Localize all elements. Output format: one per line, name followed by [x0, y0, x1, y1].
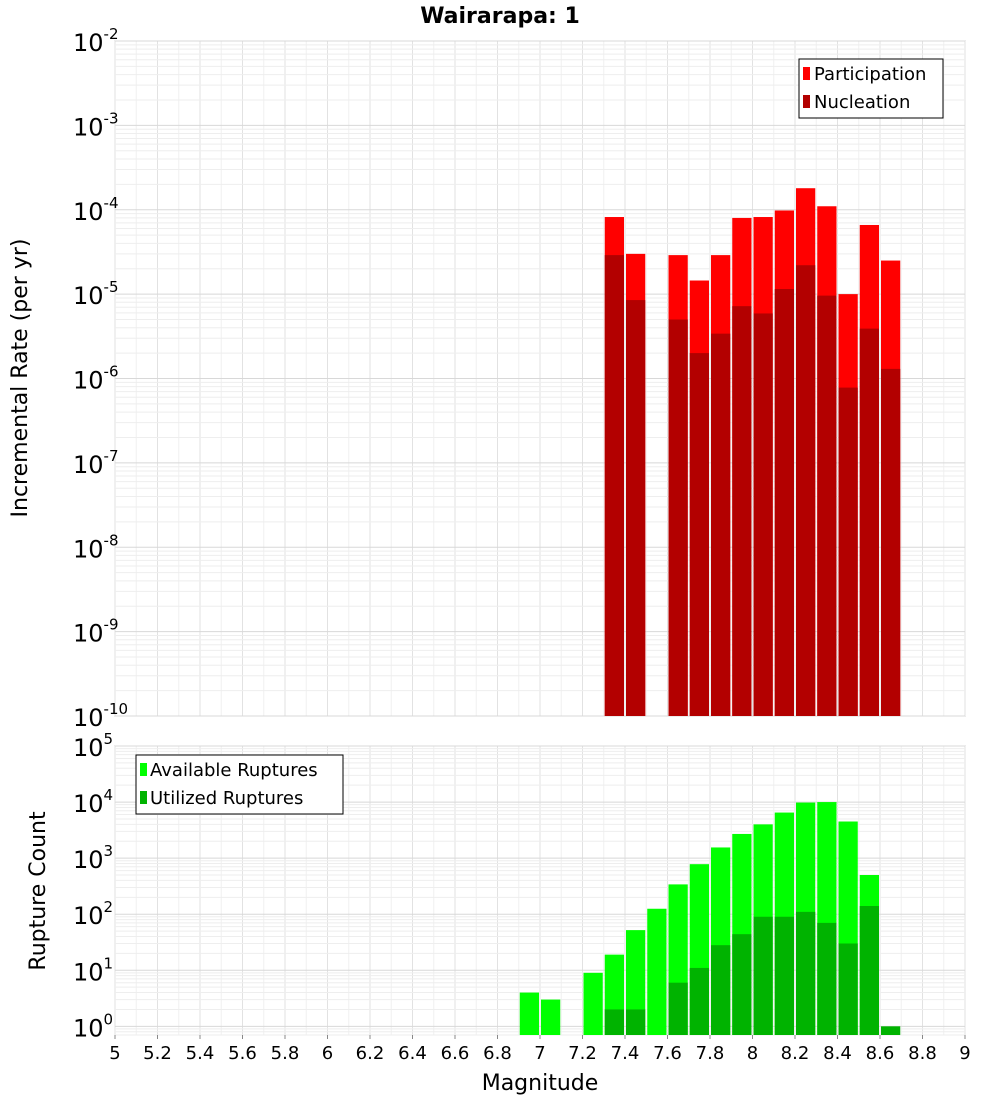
- y-tick-label: 102: [73, 898, 113, 930]
- y-tick-label: 10-3: [73, 109, 119, 141]
- bar-utilized-ruptures: [668, 982, 688, 1035]
- bar-utilized-ruptures: [689, 967, 709, 1035]
- bar-available-ruptures: [519, 992, 539, 1035]
- legend-label-nucleation: Nucleation: [814, 92, 910, 113]
- bar-nucleation: [604, 255, 624, 716]
- bar-nucleation: [689, 353, 709, 716]
- bar-utilized-ruptures: [604, 1009, 624, 1035]
- legend-label-participation: Participation: [814, 64, 926, 85]
- top-legend-box: [798, 58, 944, 119]
- top-grid: [114, 40, 966, 717]
- bar-utilized-ruptures: [711, 945, 731, 1035]
- bar-utilized-ruptures: [796, 911, 816, 1035]
- x-tick-label: 8.4: [823, 1043, 852, 1064]
- bar-utilized-ruptures: [881, 1026, 901, 1035]
- x-axis-label: Magnitude: [482, 1071, 599, 1096]
- bar-utilized-ruptures: [732, 934, 752, 1035]
- y-tick-label: 10-9: [73, 616, 119, 648]
- x-tick-label: 5.2: [143, 1043, 172, 1064]
- bar-utilized-ruptures: [753, 916, 773, 1035]
- y-tick-label: 100: [73, 1010, 113, 1042]
- chart-title: Wairarapa: 1: [420, 4, 580, 29]
- bar-utilized-ruptures: [774, 916, 794, 1035]
- bar-nucleation: [796, 265, 816, 716]
- bottom-y-axis-label: Rupture Count: [26, 811, 51, 971]
- x-tick-label: 6: [322, 1043, 333, 1064]
- top-y-tick-labels: 10-10 10-9 10-8 10-7 10-6 10-5 10-4 10-3 10-2: [73, 25, 128, 732]
- x-tick-labels: 5 5.2 5.4 5.6 5.8 6 6.2 6.4 6.6 6.8 7 7.2 7.4 7.6 7.8 8…: [109, 1035, 971, 1064]
- x-tick-label: 5.6: [228, 1043, 257, 1064]
- x-tick-label: 5.4: [186, 1043, 215, 1064]
- y-tick-label: 103: [73, 842, 113, 874]
- top-bars: [604, 188, 901, 717]
- bar-available-ruptures: [647, 908, 667, 1035]
- x-tick-label: 6.2: [356, 1043, 385, 1064]
- y-tick-label: 10-5: [73, 278, 119, 310]
- bar-utilized-ruptures: [626, 1009, 646, 1035]
- y-tick-label: 10-7: [73, 447, 119, 479]
- bar-nucleation: [668, 319, 688, 716]
- bottom-legend-box: [135, 754, 344, 815]
- bar-nucleation: [753, 313, 773, 716]
- bar-nucleation: [859, 328, 879, 716]
- bottom-y-tick-labels: 100 101 102 103 104 105: [73, 730, 113, 1042]
- x-tick-label: 8: [747, 1043, 758, 1064]
- bar-utilized-ruptures: [838, 943, 858, 1035]
- top-panel: 10-10 10-9 10-8 10-7 10-6 10-5 10-4 10-3 10-2 In…: [8, 25, 966, 732]
- top-y-axis-label: Incremental Rate (per yr): [8, 239, 33, 518]
- x-tick-label: 6.6: [441, 1043, 470, 1064]
- bar-utilized-ruptures: [859, 905, 879, 1035]
- y-tick-label: 101: [73, 954, 113, 986]
- legend-swatch-utilized: [140, 791, 147, 804]
- x-tick-label: 6.4: [398, 1043, 427, 1064]
- x-tick-label: 6.8: [483, 1043, 512, 1064]
- y-tick-label: 104: [73, 786, 113, 818]
- bar-nucleation: [732, 306, 752, 716]
- x-tick-label: 8.8: [908, 1043, 937, 1064]
- bar-nucleation: [774, 289, 794, 716]
- x-tick-label: 7.4: [611, 1043, 640, 1064]
- bar-nucleation: [626, 300, 646, 716]
- bar-nucleation: [711, 333, 731, 716]
- x-tick-label: 7.8: [696, 1043, 725, 1064]
- x-tick-label: 5.8: [271, 1043, 300, 1064]
- legend-label-available: Available Ruptures: [150, 760, 318, 781]
- bar-available-ruptures: [541, 999, 561, 1035]
- x-tick-label: 8.6: [866, 1043, 895, 1064]
- bar-available-ruptures: [626, 930, 646, 1035]
- bar-nucleation: [881, 368, 901, 716]
- bottom-panel: 100 101 102 103 104 105 5 5.2 5.4 5.6 5.8 6 6.2 6.4 6…: [26, 730, 971, 1096]
- x-tick-label: 7.2: [568, 1043, 597, 1064]
- x-tick-label: 5: [109, 1043, 120, 1064]
- y-tick-label: 10-4: [73, 194, 119, 226]
- x-tick-label: 9: [959, 1043, 970, 1064]
- bar-utilized-ruptures: [817, 922, 837, 1035]
- bar-nucleation: [817, 295, 837, 716]
- bottom-bars: [519, 802, 901, 1035]
- y-tick-label: 10-2: [73, 25, 119, 57]
- legend-swatch-participation: [803, 67, 810, 80]
- x-tick-label: 7.6: [653, 1043, 682, 1064]
- y-tick-label: 10-10: [73, 700, 128, 732]
- x-tick-label: 8.2: [781, 1043, 810, 1064]
- legend-swatch-available: [140, 763, 147, 776]
- y-tick-label: 10-6: [73, 363, 119, 395]
- bottom-legend: Available Ruptures Utilized Ruptures: [135, 754, 344, 815]
- legend-label-utilized: Utilized Ruptures: [150, 788, 303, 809]
- legend-swatch-nucleation: [803, 95, 810, 108]
- top-legend: Participation Nucleation: [798, 58, 944, 119]
- y-tick-label: 105: [73, 730, 113, 762]
- bar-available-ruptures: [583, 972, 603, 1035]
- y-tick-label: 10-8: [73, 531, 119, 563]
- x-tick-label: 7: [534, 1043, 545, 1064]
- bar-nucleation: [838, 387, 858, 716]
